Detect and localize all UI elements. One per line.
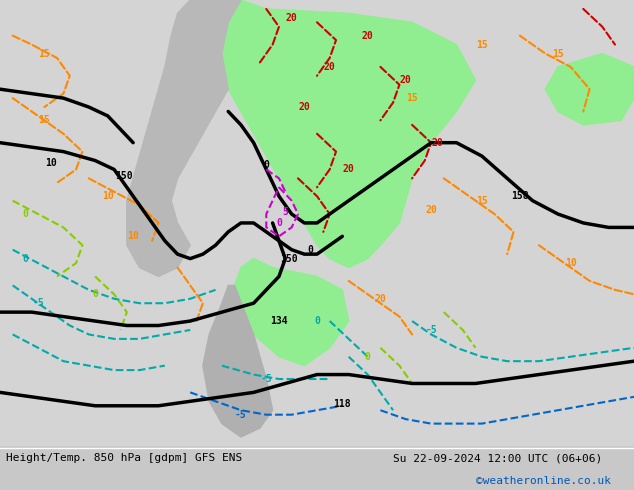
Text: 150: 150 (280, 254, 298, 264)
Text: 0: 0 (263, 160, 269, 170)
Text: 150: 150 (115, 171, 133, 181)
Text: 20: 20 (432, 138, 443, 147)
Text: 134: 134 (270, 316, 288, 326)
Polygon shape (235, 259, 349, 366)
Text: 20: 20 (362, 31, 373, 41)
Text: 0: 0 (365, 352, 371, 362)
Text: 15: 15 (552, 49, 564, 58)
Text: 20: 20 (343, 165, 354, 174)
Text: 20: 20 (375, 294, 386, 304)
Text: -5: -5 (32, 298, 44, 308)
Text: 20: 20 (286, 13, 297, 23)
Text: 20: 20 (324, 62, 335, 72)
Text: 20: 20 (299, 102, 310, 112)
Text: 15: 15 (39, 115, 50, 125)
Text: 10: 10 (102, 191, 113, 201)
Text: 15: 15 (39, 49, 50, 58)
Text: 15: 15 (476, 40, 488, 49)
Text: 0: 0 (314, 316, 320, 326)
Polygon shape (127, 0, 241, 276)
Polygon shape (222, 0, 476, 268)
Text: 20: 20 (425, 204, 437, 215)
Text: 10: 10 (45, 158, 56, 168)
Text: 15: 15 (406, 93, 418, 103)
Text: 0: 0 (92, 289, 98, 299)
Text: 0: 0 (22, 254, 29, 264)
Text: 118: 118 (333, 398, 351, 409)
Text: 20: 20 (400, 75, 411, 85)
Polygon shape (203, 285, 273, 437)
Text: 10: 10 (127, 231, 139, 242)
Text: 10: 10 (565, 258, 576, 268)
Text: -5: -5 (425, 325, 437, 335)
Text: 0: 0 (307, 245, 314, 255)
Text: 5: 5 (282, 207, 288, 217)
Text: ©weatheronline.co.uk: ©weatheronline.co.uk (476, 476, 611, 486)
Text: 158: 158 (511, 191, 529, 201)
Text: 0: 0 (276, 218, 282, 228)
Text: 15: 15 (476, 196, 488, 206)
Text: -5: -5 (235, 410, 247, 420)
Text: Su 22-09-2024 12:00 UTC (06+06): Su 22-09-2024 12:00 UTC (06+06) (393, 453, 602, 463)
Text: 0: 0 (22, 209, 29, 219)
Text: -5: -5 (261, 374, 272, 384)
Text: Height/Temp. 850 hPa [gdpm] GFS ENS: Height/Temp. 850 hPa [gdpm] GFS ENS (6, 453, 243, 463)
Polygon shape (545, 53, 634, 125)
